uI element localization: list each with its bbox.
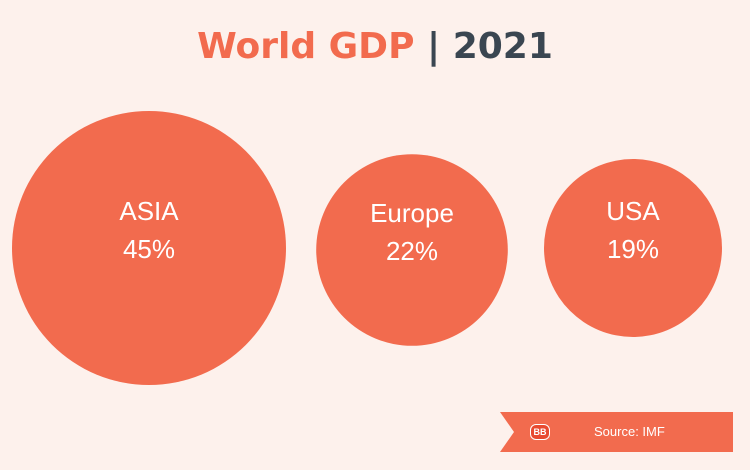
title-year: 2021 [452,26,553,67]
bubble-category-label: USA [606,196,660,226]
bubble-value-label: 45% [123,234,175,264]
bubble-europe [316,154,508,346]
bb-logo: BB [530,424,550,440]
bubble-category-label: Europe [370,198,454,228]
bubble-value-label: 22% [386,236,438,266]
bubble-category-label: ASIA [119,196,179,226]
title-separator: | [427,26,441,67]
source-banner-notch [500,412,514,452]
bubble-value-label: 19% [607,234,659,264]
title-main: World GDP [197,26,415,67]
bubble-asia [12,111,286,385]
source-label: Source: IMF [594,424,665,439]
chart-title: World GDP | 2021 [0,24,750,70]
bubble-usa [544,159,722,337]
